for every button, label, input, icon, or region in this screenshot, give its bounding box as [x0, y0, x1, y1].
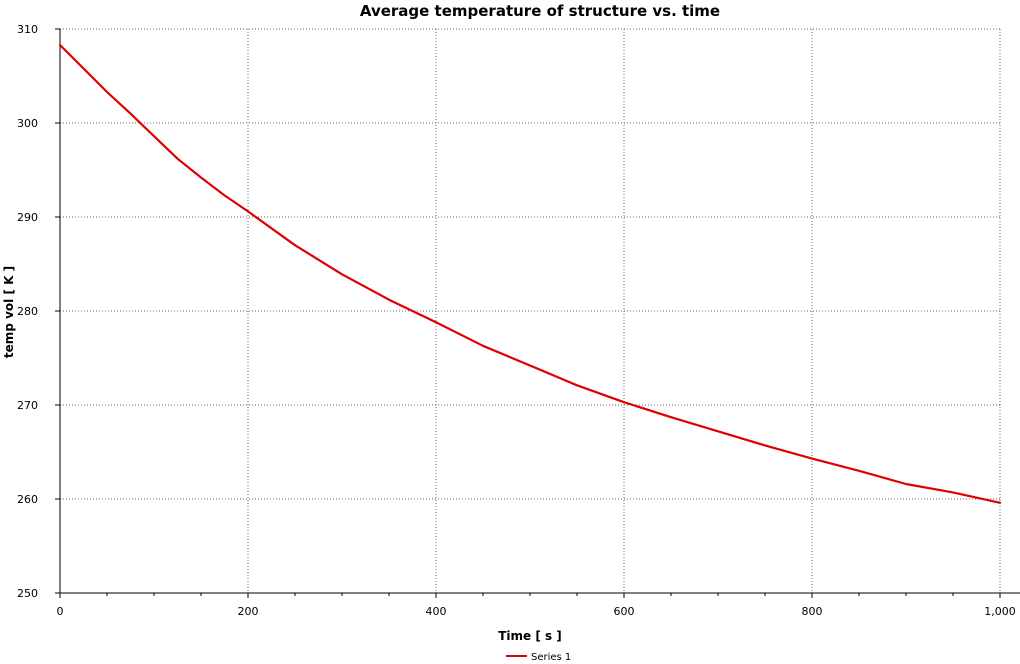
y-tick-label: 260 — [17, 493, 38, 506]
y-tick-label: 310 — [17, 23, 38, 36]
y-tick-label: 250 — [17, 587, 38, 600]
x-tick-label: 800 — [802, 605, 823, 618]
y-axis-title: temp vol [ K ] — [2, 266, 16, 358]
y-tick-label: 270 — [17, 399, 38, 412]
legend-label: Series 1 — [531, 652, 571, 663]
y-tick-label: 290 — [17, 211, 38, 224]
grid — [60, 28, 1001, 593]
y-tick-label: 280 — [17, 305, 38, 318]
x-tick-label: 400 — [426, 605, 447, 618]
y-tick-label: 300 — [17, 117, 38, 130]
chart-title: Average temperature of structure vs. tim… — [360, 2, 720, 20]
x-tick-label: 200 — [238, 605, 259, 618]
series-line — [58, 43, 1002, 504]
ticks: 0 200 400 600 800 1,000 250 260 270 280 290 300 310 — [17, 23, 1016, 618]
legend: Series 1 — [506, 652, 571, 663]
x-axis-title: Time [ s ] — [498, 629, 562, 643]
series-layer — [58, 43, 1002, 504]
x-tick-label: 0 — [57, 605, 64, 618]
x-tick-label: 1,000 — [984, 605, 1016, 618]
x-tick-label: 600 — [614, 605, 635, 618]
